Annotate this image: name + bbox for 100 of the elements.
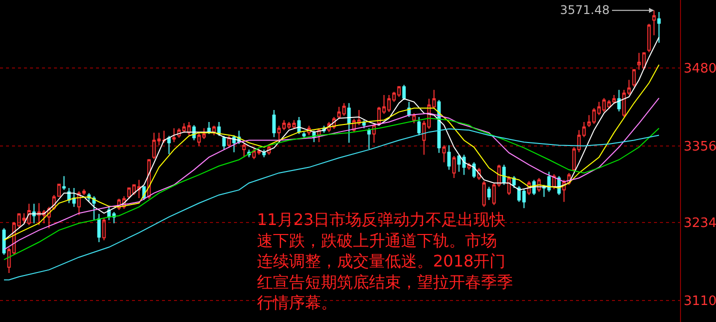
- candlestick: [522, 188, 526, 209]
- annotation: 11月23日市场反弹动力不足出现快速下跌，跌破上升通道下轨。市场连续调整，成交量低迷。2018开门红宣告短期筑底结束，望拉开春季季行情序幕。: [257, 210, 513, 312]
- candlestick: [332, 116, 336, 130]
- y-tick-label: 3480: [684, 61, 716, 76]
- candlestick: [487, 186, 491, 200]
- candlestick: [7, 247, 11, 274]
- candlestick: [157, 132, 161, 146]
- candlestick: [497, 164, 501, 188]
- candlestick: [397, 86, 401, 98]
- candlestick: [187, 122, 191, 136]
- candlestick: [467, 162, 471, 170]
- candlestick: [382, 94, 386, 114]
- y-tick-label: 3110: [684, 294, 716, 310]
- candlestick: [252, 147, 256, 160]
- candlestick: [347, 102, 351, 144]
- candlestick: [482, 180, 486, 208]
- candlestick: [202, 128, 206, 140]
- candlestick: [552, 174, 556, 190]
- candlestick: [627, 79, 631, 96]
- candlestick: [47, 206, 51, 229]
- candlestick: [372, 122, 376, 144]
- candlestick: [602, 98, 606, 112]
- candlestick: [162, 130, 166, 144]
- candlestick: [387, 94, 391, 112]
- candlestick: [647, 23, 651, 53]
- candlestick: [82, 188, 86, 196]
- candlestick: [612, 94, 616, 104]
- candlestick: [377, 106, 381, 126]
- candlestick: [567, 172, 571, 186]
- candlestick: [292, 120, 296, 130]
- candlestick: [37, 202, 41, 226]
- candlestick: [357, 110, 361, 126]
- candlestick: [272, 110, 276, 138]
- candlestick: [57, 184, 61, 198]
- candlestick: [657, 11, 661, 44]
- candlestick: [507, 176, 511, 196]
- candlestick: [412, 112, 416, 124]
- candlestick: [72, 188, 76, 208]
- candlestick: [327, 122, 331, 133]
- candlestick: [587, 114, 591, 128]
- candlestick: [212, 125, 216, 136]
- candlestick: [167, 135, 171, 155]
- candlestick: [152, 132, 156, 160]
- candlestick: [92, 196, 96, 221]
- candlestick: [277, 125, 281, 143]
- candlestick: [582, 122, 586, 138]
- candlestick: [432, 89, 436, 110]
- candlestick: [52, 194, 56, 211]
- candlestick: [537, 177, 541, 192]
- candlestick: [42, 210, 46, 224]
- candlestick: [197, 132, 201, 146]
- candlestick: [307, 125, 311, 136]
- candlestick: [102, 218, 106, 241]
- candlestick: [577, 130, 581, 153]
- annotation: 3571.48: [560, 3, 610, 17]
- candlestick: [527, 180, 531, 196]
- candlestick: [137, 179, 141, 199]
- candlestick: [607, 100, 611, 110]
- candlestick: [282, 120, 286, 131]
- candlestick: [597, 101, 601, 116]
- candlestick: [572, 146, 576, 172]
- candlestick: [337, 106, 341, 120]
- candlestick: [652, 10, 656, 36]
- candlestick: [592, 108, 596, 124]
- candlestick: [562, 179, 566, 202]
- candlestick: [242, 142, 246, 158]
- candlestick: [77, 190, 81, 216]
- candlestick: [632, 68, 636, 88]
- candlestick: [422, 120, 426, 156]
- candlestick: [637, 52, 641, 70]
- candlestick: [447, 144, 451, 170]
- candlestick: [317, 128, 321, 143]
- y-tick-label: 3356: [684, 139, 716, 154]
- candlestick: [22, 212, 26, 224]
- candlestick: [117, 198, 121, 211]
- candlestick: [427, 98, 431, 130]
- candlestick: [172, 128, 176, 143]
- candlestick: [477, 167, 481, 180]
- candlestick: [367, 128, 371, 150]
- candlestick: [177, 128, 181, 138]
- candlestick: [32, 203, 36, 224]
- candlestick: [302, 132, 306, 138]
- candlestick: [182, 122, 186, 134]
- candlestick: [147, 158, 151, 200]
- candlestick: [287, 122, 291, 130]
- candlestick: [267, 144, 271, 156]
- candlestick: [622, 89, 626, 118]
- candlestick: [442, 144, 446, 163]
- candlestick: [132, 184, 136, 196]
- candlestick: [492, 182, 496, 206]
- candlestick: [127, 188, 131, 200]
- candlestick: [122, 196, 126, 210]
- candlestick: [342, 102, 346, 116]
- candlestick: [257, 148, 261, 156]
- candlestick: [392, 91, 396, 102]
- candlestick: [27, 203, 31, 226]
- candlestick: [462, 154, 466, 176]
- candlestick: [62, 176, 66, 190]
- y-tick-label: 3234: [684, 216, 716, 232]
- candlestick: [452, 155, 456, 178]
